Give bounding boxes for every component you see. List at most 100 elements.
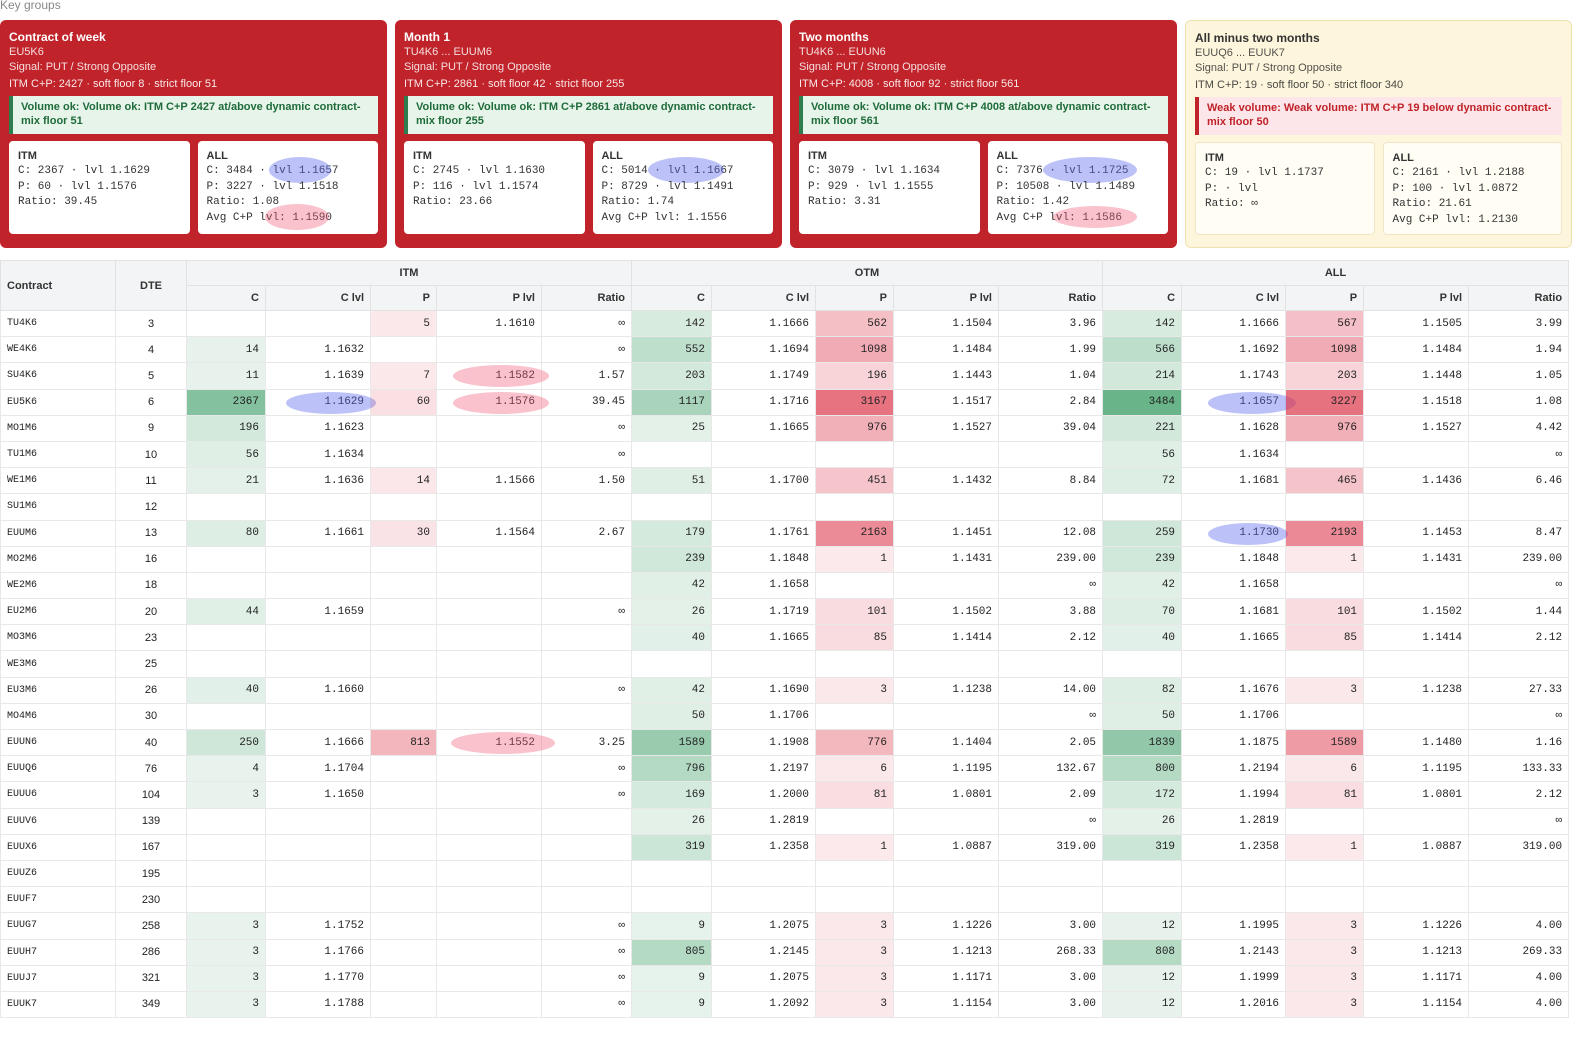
cell (186, 833, 266, 861)
cell: 172 (1102, 781, 1183, 809)
cell: 1.1681 (1181, 598, 1287, 626)
cell: 1.1665 (711, 624, 816, 652)
cell (370, 440, 437, 469)
cell: 1.1658 (711, 571, 816, 600)
cell (1285, 440, 1365, 469)
cell: 6 (1285, 755, 1365, 783)
cell (265, 702, 371, 731)
cell: 1.1704 (265, 755, 371, 783)
cell: 11 (115, 467, 187, 495)
cell: 552 (631, 336, 712, 364)
cell (436, 414, 542, 442)
cell: 1.1484 (893, 336, 999, 364)
cell: 81 (815, 781, 894, 809)
cell: 1.1552 (436, 728, 555, 757)
highlight (1208, 522, 1289, 545)
cell: 60 (370, 388, 437, 416)
cell: 132.67 (997, 755, 1104, 783)
cell (541, 571, 632, 600)
cell: 1.1154 (893, 990, 999, 1019)
cell (436, 833, 542, 861)
cell: 9 (631, 912, 712, 940)
cell (370, 414, 437, 442)
cell: 6 (815, 755, 894, 783)
cell (815, 650, 894, 678)
cell: 1.50 (541, 467, 632, 495)
cell (436, 440, 542, 469)
cell: 14 (186, 336, 266, 364)
cell (893, 440, 999, 469)
cell (370, 336, 437, 364)
cell: 70 (1102, 598, 1183, 626)
stat-box: ITM C: 2367 · lvl 1.1629 P: 60 · lvl 1.157… (9, 141, 190, 234)
cell: 142 (1102, 309, 1183, 338)
cell (893, 702, 999, 731)
cell: 3 (1285, 676, 1365, 704)
cell: EUUV6 (0, 807, 116, 835)
table-row: EUUG7 258 3 1.1752 ∞ 9 1.2075 3 1.1226 3.00 12 1.19… (0, 912, 1570, 940)
cell (186, 571, 266, 600)
cell: 976 (1285, 414, 1365, 442)
cell: 1.1504 (893, 309, 999, 338)
cell: 1.1195 (893, 755, 999, 783)
cell: 567 (1285, 309, 1365, 338)
cell: 56 (186, 440, 266, 469)
cell: 21 (186, 467, 266, 495)
cell: 1.1564 (436, 519, 542, 547)
cell: 9 (631, 990, 712, 1019)
cell (541, 702, 632, 731)
cell: 1589 (631, 728, 712, 757)
cell (893, 886, 999, 914)
cell: 1.1848 (711, 545, 816, 573)
cell (265, 886, 371, 914)
cell: 3 (186, 781, 266, 809)
cell: 4 (186, 755, 266, 783)
cell: 20 (115, 598, 187, 626)
cell: 1.0887 (1363, 833, 1470, 861)
cell: 1.1875 (1181, 728, 1287, 757)
cell: ∞ (541, 990, 632, 1019)
cell: 1.57 (541, 362, 632, 390)
cell (1363, 440, 1470, 469)
table-row: EUUX6 167 319 1.2358 1 1.0887 319.00 319 1.2358 1… (0, 833, 1570, 861)
stat-label: ALL (206, 150, 228, 162)
cell: 562 (815, 309, 894, 338)
cell: 1.1566 (436, 467, 542, 495)
cell: 1.1238 (1363, 676, 1470, 704)
cell: 3484 (1102, 388, 1183, 416)
table-header: Contract DTE ITM OTM ALL C C lvl P P lvl Ratio C C … (0, 260, 1570, 311)
cell (370, 912, 437, 940)
card-summary: ITM C+P: 2861 · soft floor 42 · strict f… (404, 78, 625, 90)
cell: ∞ (1468, 702, 1570, 731)
cell: 796 (631, 755, 712, 783)
cell: 1 (1285, 545, 1365, 573)
cell: 3 (186, 990, 266, 1019)
cell (1363, 650, 1470, 678)
volume-status: Weak volume: Weak volume: ITM C+P 19 bel… (1195, 97, 1562, 135)
cell: ∞ (541, 755, 632, 783)
cell: 451 (815, 467, 894, 495)
cell: ∞ (1468, 571, 1570, 600)
cell (815, 807, 894, 835)
cell: 179 (631, 519, 712, 547)
cell: SU1M6 (0, 493, 116, 521)
cell: 1.1749 (711, 362, 816, 390)
cell: 3 (1285, 938, 1365, 966)
cell: 3.25 (541, 728, 632, 757)
cell (436, 702, 542, 731)
stat-line: C: 19 · lvl 1.1737 (1205, 167, 1324, 179)
cell: 349 (115, 990, 187, 1019)
cell: 82 (1102, 676, 1183, 704)
cell: EUUX6 (0, 833, 116, 861)
cell: 104 (115, 781, 187, 809)
cell (893, 493, 999, 521)
cell (186, 702, 266, 731)
cell (370, 545, 437, 573)
cell (186, 859, 266, 888)
cell (265, 571, 371, 600)
table-row: TU4K6 3 5 1.1610 ∞ 142 1.1666 562 1.1504 3.96 142 1… (0, 309, 1570, 338)
cell: 286 (115, 938, 187, 966)
cell: 30 (370, 519, 437, 547)
cell: 258 (115, 912, 187, 940)
cell: 1.1634 (1181, 440, 1287, 469)
